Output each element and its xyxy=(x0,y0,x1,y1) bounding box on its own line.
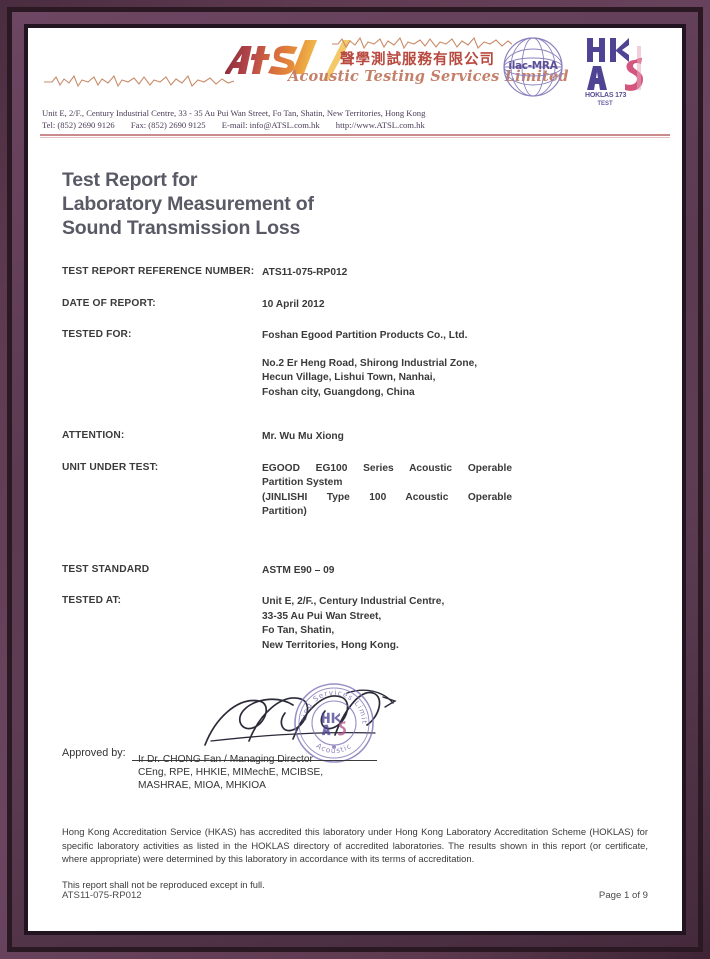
signer-details: Ir Dr. CHONG Fan / Managing Director CEn… xyxy=(138,753,323,792)
spacer xyxy=(262,344,648,357)
title-line-1: Test Report for xyxy=(62,169,198,191)
signer-qualifications: MASHRAE, MIOA, MHKIOA xyxy=(138,780,266,791)
letterhead-address: Unit E, 2/F., Century Industrial Centre,… xyxy=(40,107,670,131)
signer-qualifications: CEng, RPE, HHKIE, MIMechE, MCIBSE, xyxy=(138,767,324,778)
website-url: http://www.ATSL.com.hk xyxy=(335,120,425,130)
footer-page-number: Page 1 of 9 xyxy=(598,890,648,901)
hoklas-number-label: HOKLAS 173 xyxy=(585,92,627,99)
letterhead-logos: 聲學測試服務有限公司 Acoustic Testing Services Lim… xyxy=(40,34,670,107)
field-label: ATTENTION: xyxy=(62,430,125,441)
field-reference-number: TEST REPORT REFERENCE NUMBER: ATS11-075-… xyxy=(62,266,648,281)
lab-address-line: New Territories, Hong Kong. xyxy=(262,639,399,651)
reproduction-note: This report shall not be reproduced exce… xyxy=(62,878,265,890)
unit-line: Partition System xyxy=(262,477,343,488)
contact-line: Tel: (852) 2690 9126 Fax: (852) 2690 912… xyxy=(42,119,670,131)
ilac-mra-logo: ilac-MRA xyxy=(502,36,564,98)
footer-report-number: ATS11-075-RP012 xyxy=(62,890,142,901)
handwritten-signature xyxy=(197,679,412,759)
field-value: ATS11-075-RP012 xyxy=(262,267,348,278)
field-value: Mr. Wu Mu Xiong xyxy=(262,431,344,442)
lab-address-line: Unit E, 2/F., Century Industrial Centre, xyxy=(262,596,445,607)
unit-line: Partition) xyxy=(262,506,307,517)
accreditation-paragraph: Hong Kong Accreditation Service (HKAS) h… xyxy=(62,826,648,864)
client-address-line: Hecun Village, Lishui Town, Nanhai, xyxy=(262,372,436,383)
lab-address-line: 33-35 Au Pui Wan Street, xyxy=(262,610,382,622)
unit-line: EGOOD EG100 Series Acoustic Operable xyxy=(262,462,512,474)
field-label: TEST STANDARD xyxy=(62,563,150,575)
document-paper: 聲學測試服務有限公司 Acoustic Testing Services Lim… xyxy=(28,28,682,931)
approval-section: Testing Services Limited Acoustic xyxy=(62,674,648,807)
client-address-line: Foshan city, Guangdong, China xyxy=(262,386,415,398)
atsl-logo-wordmark xyxy=(225,40,373,86)
company-name-chinese: 聲學測試服務有限公司 xyxy=(340,52,495,68)
page-footer: ATS11-075-RP012 Page 1 of 9 xyxy=(62,890,648,901)
frame-inner-edge: 聲學測試服務有限公司 Acoustic Testing Services Lim… xyxy=(24,24,686,935)
waveform-top-icon xyxy=(332,36,512,50)
header-divider-secondary xyxy=(40,136,670,138)
field-label: TESTED AT: xyxy=(62,595,122,606)
client-name: Foshan Egood Partition Products Co., Ltd… xyxy=(262,330,468,341)
letterhead: 聲學測試服務有限公司 Acoustic Testing Services Lim… xyxy=(28,28,682,138)
approved-by-label: Approved by: xyxy=(62,747,126,759)
client-address-line: No.2 Er Heng Road, Shirong Industrial Zo… xyxy=(262,357,478,369)
field-tested-for: TESTED FOR: Foshan Egood Partition Produ… xyxy=(62,329,648,400)
email-address: E-mail: info@ATSL.com.hk xyxy=(221,120,320,130)
field-value: 10 April 2012 xyxy=(262,298,325,310)
hkas-logo: HOKLAS 173 TEST xyxy=(585,34,651,114)
address-line: Unit E, 2/F., Century Industrial Centre,… xyxy=(42,108,426,118)
field-attention: ATTENTION: Mr. Wu Mu Xiong xyxy=(62,430,648,445)
company-name-english: Acoustic Testing Services Limited xyxy=(288,68,569,85)
unit-line: (JINLISHI Type 100 Acoustic Operable xyxy=(262,491,512,503)
approved-by-row: Approved by: xyxy=(62,747,377,761)
frame-bevel: 聲學測試服務有限公司 Acoustic Testing Services Lim… xyxy=(7,7,703,952)
lab-address-line: Fo Tan, Shatin, xyxy=(262,625,335,636)
page-title: Test Report for Laboratory Measurement o… xyxy=(62,168,648,240)
signer-name: Ir Dr. CHONG Fan / Managing Director xyxy=(138,754,313,765)
field-value: Foshan Egood Partition Products Co., Ltd… xyxy=(262,329,648,400)
field-label: DATE OF REPORT: xyxy=(62,297,156,309)
field-label: TEST REPORT REFERENCE NUMBER: xyxy=(62,266,255,277)
frame-mat: 聲學測試服務有限公司 Acoustic Testing Services Lim… xyxy=(12,12,698,947)
waveform-left-icon xyxy=(44,74,234,88)
phone-number: Tel: (852) 2690 9126 xyxy=(42,120,115,130)
field-tested-at: TESTED AT: Unit E, 2/F., Century Industr… xyxy=(62,595,648,653)
title-line-3: Sound Transmission Loss xyxy=(62,217,301,239)
svg-text:Testing Services Limited: Testing Services Limited xyxy=(292,681,369,725)
field-value: Unit E, 2/F., Century Industrial Centre,… xyxy=(262,595,648,653)
header-divider xyxy=(40,134,670,136)
fax-number: Fax: (852) 2690 9125 xyxy=(130,120,206,130)
hoklas-test-label: TEST xyxy=(597,101,613,107)
company-stamp: Testing Services Limited Acoustic xyxy=(289,674,376,765)
field-label: UNIT UNDER TEST: xyxy=(62,461,159,473)
field-test-standard: TEST STANDARD ASTM E90 – 09 xyxy=(62,564,648,579)
field-value: ASTM E90 – 09 xyxy=(262,564,335,576)
field-label: TESTED FOR: xyxy=(62,329,132,340)
document-body: Test Report for Laboratory Measurement o… xyxy=(28,138,682,890)
signature-line xyxy=(131,760,377,761)
ilac-mra-label: ilac-MRA xyxy=(508,60,558,72)
field-unit-under-test: UNIT UNDER TEST: EGOOD EG100 Series Acou… xyxy=(62,462,648,520)
field-value: EGOOD EG100 Series Acoustic Operable Par… xyxy=(262,462,648,520)
field-date-of-report: DATE OF REPORT: 10 April 2012 xyxy=(62,298,648,313)
title-line-2: Laboratory Measurement of xyxy=(62,193,314,215)
